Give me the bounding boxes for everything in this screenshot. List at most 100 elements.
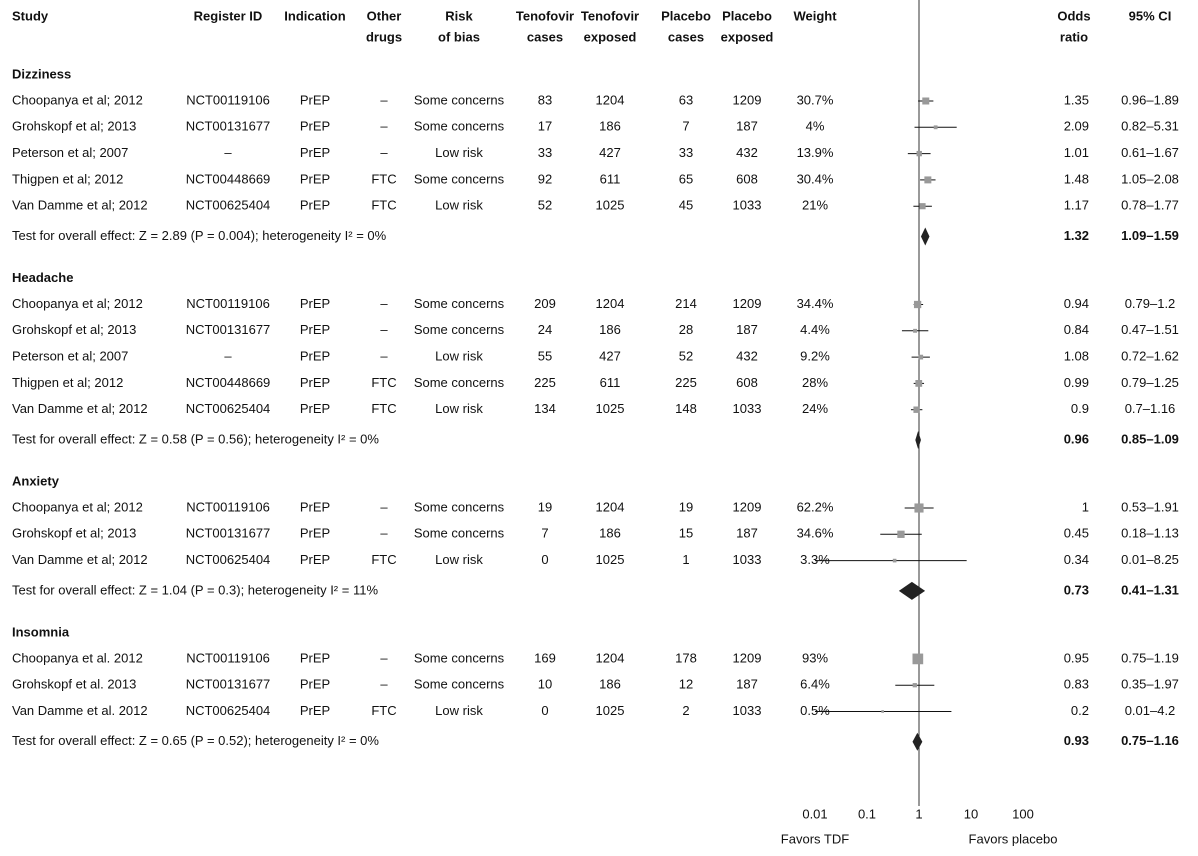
column-header: Tenofovir: [516, 8, 574, 23]
cell: PrEP: [300, 499, 330, 514]
cell: Some concerns: [414, 92, 505, 107]
cell: PrEP: [300, 119, 330, 134]
odds-ratio: 0.45: [1064, 526, 1089, 541]
cell: PrEP: [300, 526, 330, 541]
cell: 187: [736, 322, 758, 337]
cell: 225: [534, 375, 556, 390]
overall-ci-label: 0.75–1.16: [1121, 733, 1179, 748]
study-name: Choopanya et al; 2012: [12, 92, 143, 107]
ci-label: 0.35–1.97: [1121, 677, 1179, 692]
cell: 225: [675, 375, 697, 390]
cell: 33: [679, 145, 693, 160]
overall-effect: Test for overall effect: Z = 2.89 (P = 0…: [12, 228, 387, 243]
cell: 187: [736, 119, 758, 134]
cell: FTC: [371, 375, 396, 390]
study-name: Van Damme et al; 2012: [12, 401, 148, 416]
column-header: Weight: [793, 8, 837, 23]
ci-label: 0.79–1.2: [1125, 296, 1176, 311]
cell: 0: [541, 703, 548, 718]
cell: PrEP: [300, 198, 330, 213]
x-tick-label: 0.1: [858, 806, 876, 821]
cell: 1204: [596, 92, 625, 107]
cell: 21%: [802, 198, 828, 213]
cell: 1209: [733, 650, 762, 665]
column-header: cases: [527, 29, 563, 44]
cell: 134: [534, 401, 556, 416]
effect-square: [916, 150, 922, 157]
cell: 30.4%: [797, 171, 834, 186]
cell: Some concerns: [414, 526, 505, 541]
study-name: Choopanya et al. 2012: [12, 650, 143, 665]
column-header: Tenofovir: [581, 8, 639, 23]
effect-square: [924, 176, 932, 184]
column-header: drugs: [366, 29, 402, 44]
cell: 1209: [733, 296, 762, 311]
effect-square: [914, 503, 924, 513]
effect-square: [912, 683, 917, 688]
cell: NCT00625404: [186, 552, 271, 567]
cell: 1209: [733, 499, 762, 514]
odds-ratio: 0.9: [1071, 401, 1089, 416]
summary-diamond: [920, 227, 930, 246]
group-title: Dizziness: [12, 66, 71, 81]
cell: 52: [679, 349, 693, 364]
cell: 169: [534, 650, 556, 665]
ci-label: 0.96–1.89: [1121, 92, 1179, 107]
cell: 6.4%: [800, 677, 830, 692]
cell: 19: [679, 499, 693, 514]
cell: NCT00448669: [186, 375, 271, 390]
cell: NCT00625404: [186, 703, 271, 718]
cell: 608: [736, 375, 758, 390]
cell: 1033: [733, 703, 762, 718]
odds-ratio: 0.2: [1071, 703, 1089, 718]
column-header: ratio: [1060, 29, 1088, 44]
study-name: Grohskopf et al. 2013: [12, 677, 136, 692]
group-title: Anxiety: [12, 473, 60, 488]
cell: –: [380, 145, 388, 160]
cell: 34.4%: [797, 296, 834, 311]
effect-square: [915, 380, 923, 387]
cell: 0: [541, 552, 548, 567]
cell: 1033: [733, 552, 762, 567]
cell: –: [380, 677, 388, 692]
cell: PrEP: [300, 552, 330, 567]
column-header: Register ID: [194, 8, 263, 23]
cell: PrEP: [300, 92, 330, 107]
ci-label: 0.75–1.19: [1121, 650, 1179, 665]
ci-label: 0.79–1.25: [1121, 375, 1179, 390]
overall-effect: Test for overall effect: Z = 1.04 (P = 0…: [12, 582, 378, 597]
cell: 178: [675, 650, 697, 665]
cell: 92: [538, 171, 552, 186]
study-name: Grohskopf et al; 2013: [12, 322, 136, 337]
column-header: of bias: [438, 29, 480, 44]
cell: PrEP: [300, 171, 330, 186]
odds-ratio: 0.95: [1064, 650, 1089, 665]
cell: 1025: [596, 703, 625, 718]
summary-diamond: [915, 431, 921, 449]
cell: Low risk: [435, 703, 483, 718]
x-tick-label: 100: [1012, 806, 1034, 821]
odds-ratio: 1.35: [1064, 92, 1089, 107]
column-header: exposed: [721, 29, 774, 44]
cell: –: [380, 526, 388, 541]
column-header: Odds: [1057, 8, 1090, 23]
ci-label: 0.82–5.31: [1121, 119, 1179, 134]
cell: Some concerns: [414, 119, 505, 134]
cell: NCT00625404: [186, 401, 271, 416]
cell: –: [380, 349, 388, 364]
cell: PrEP: [300, 349, 330, 364]
axis-label-right: Favors placebo: [969, 831, 1058, 846]
cell: 148: [675, 401, 697, 416]
ci-label: 0.47–1.51: [1121, 322, 1179, 337]
overall-effect: Test for overall effect: Z = 0.65 (P = 0…: [12, 733, 379, 748]
cell: 28%: [802, 375, 828, 390]
group-title: Insomnia: [12, 624, 70, 639]
effect-square: [918, 354, 924, 360]
cell: NCT00131677: [186, 322, 271, 337]
cell: 432: [736, 349, 758, 364]
cell: 1033: [733, 198, 762, 213]
cell: Some concerns: [414, 677, 505, 692]
overall-odds-ratio: 0.93: [1064, 733, 1089, 748]
cell: 12: [679, 677, 693, 692]
